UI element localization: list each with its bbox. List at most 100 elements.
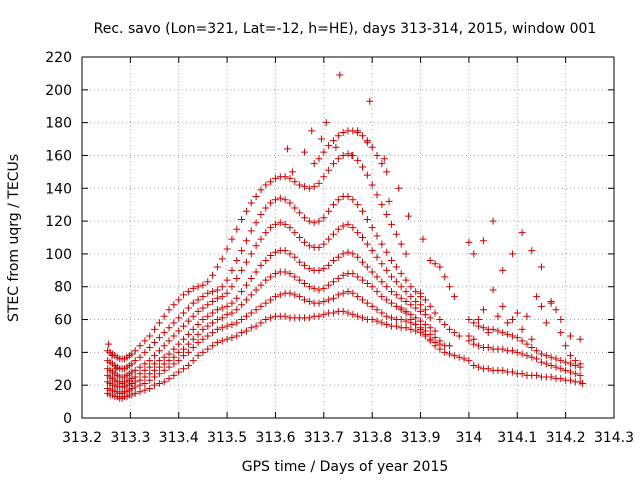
data-point	[296, 181, 304, 189]
data-point	[368, 181, 376, 189]
data-point	[397, 294, 405, 302]
data-point	[252, 242, 260, 250]
data-point	[180, 345, 188, 353]
data-point	[566, 352, 574, 360]
data-point	[320, 214, 328, 222]
data-point	[165, 375, 173, 383]
data-point	[470, 250, 478, 258]
data-point	[141, 348, 149, 356]
x-tick-label: 313.5	[207, 430, 247, 446]
data-point	[247, 309, 255, 317]
data-point	[146, 332, 154, 340]
data-point	[528, 335, 536, 343]
data-point	[354, 156, 362, 164]
data-point	[388, 299, 396, 307]
data-point	[334, 275, 342, 283]
data-point	[339, 128, 347, 136]
data-point	[426, 324, 434, 332]
data-point	[354, 201, 362, 209]
data-point	[392, 278, 400, 286]
data-point	[441, 273, 449, 281]
series-11	[417, 289, 584, 379]
data-point	[518, 337, 526, 345]
data-point	[417, 307, 425, 315]
data-point	[238, 301, 246, 309]
data-point	[300, 261, 308, 269]
data-point	[421, 296, 429, 304]
data-point	[499, 329, 507, 337]
data-point	[368, 143, 376, 151]
data-point	[542, 352, 550, 360]
data-point	[305, 217, 313, 225]
data-point	[397, 270, 405, 278]
data-point	[165, 350, 173, 358]
data-point	[436, 337, 444, 345]
data-point	[296, 209, 304, 217]
data-point	[363, 171, 371, 179]
data-point	[407, 301, 415, 309]
data-point	[252, 306, 260, 314]
data-point	[286, 199, 294, 207]
data-point	[128, 391, 136, 399]
data-point	[566, 360, 574, 368]
data-point	[175, 340, 183, 348]
data-point	[146, 384, 154, 392]
data-point	[499, 266, 507, 274]
data-point	[136, 388, 144, 396]
data-point	[218, 255, 226, 263]
data-point	[329, 294, 337, 302]
data-point	[257, 302, 265, 310]
data-point	[378, 319, 386, 327]
data-point	[218, 337, 226, 345]
data-point	[242, 258, 250, 266]
data-point	[378, 160, 386, 168]
series-6	[104, 192, 425, 373]
data-point	[155, 347, 163, 355]
data-point	[533, 371, 541, 379]
data-point	[180, 352, 188, 360]
data-point	[479, 324, 487, 332]
x-tick-label: 313.3	[110, 430, 150, 446]
data-point	[315, 179, 323, 187]
data-point	[402, 324, 410, 332]
data-point	[475, 322, 483, 330]
data-point	[315, 243, 323, 251]
data-point	[325, 281, 333, 289]
data-point	[218, 324, 226, 332]
data-point	[407, 325, 415, 333]
data-point	[228, 320, 236, 328]
data-point	[523, 312, 531, 320]
data-point	[291, 204, 299, 212]
data-point	[349, 250, 357, 258]
data-point	[388, 220, 396, 228]
data-point	[363, 240, 371, 248]
data-point	[238, 266, 246, 274]
data-point	[368, 224, 376, 232]
data-point	[160, 360, 168, 368]
data-point	[238, 215, 246, 223]
data-point	[146, 343, 154, 351]
data-point	[552, 363, 560, 371]
data-point	[291, 273, 299, 281]
data-point	[349, 289, 357, 297]
data-point	[397, 283, 405, 291]
data-point	[470, 319, 478, 327]
data-point	[128, 368, 136, 376]
data-point	[213, 316, 221, 324]
data-point	[175, 357, 183, 365]
data-point	[562, 342, 570, 350]
data-point	[194, 330, 202, 338]
data-point	[223, 322, 231, 330]
data-point	[344, 288, 352, 296]
data-point	[475, 316, 483, 324]
data-point	[325, 296, 333, 304]
data-point	[199, 335, 207, 343]
data-point	[523, 352, 531, 360]
data-point	[417, 301, 425, 309]
data-point	[566, 368, 574, 376]
data-point	[373, 317, 381, 325]
data-point	[332, 143, 340, 151]
data-point	[286, 270, 294, 278]
data-point	[242, 296, 250, 304]
data-point	[213, 286, 221, 294]
